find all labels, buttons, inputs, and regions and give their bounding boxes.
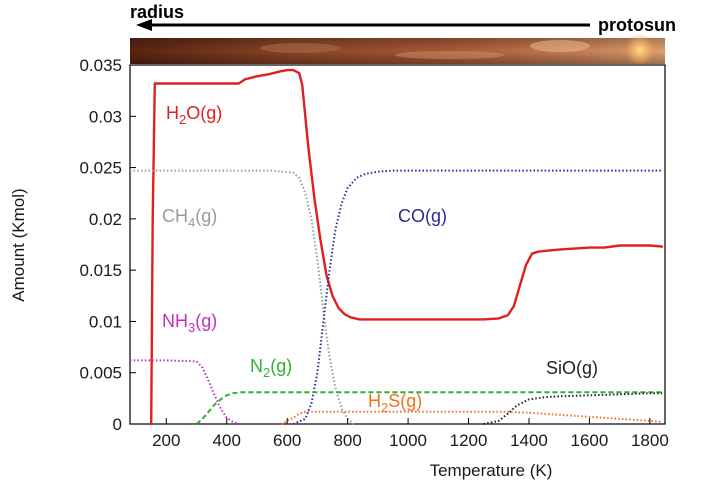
y-tick-label: 0.035 <box>79 56 122 75</box>
x-tick-label: 200 <box>152 431 180 450</box>
series-label-tail: S(g) <box>388 391 422 411</box>
series-line-n2g <box>195 391 662 425</box>
series-label-subscript: 2 <box>381 400 388 415</box>
series-label-text: H <box>166 103 179 123</box>
x-tick-label: 1600 <box>571 431 609 450</box>
series-label-tail: (g) <box>195 206 217 226</box>
series-label-cog: CO(g) <box>398 206 447 226</box>
series-line-nh3g <box>130 359 240 425</box>
y-tick-label: 0.025 <box>79 159 122 178</box>
x-axis-title: Temperature (K) <box>430 461 553 480</box>
series-label-n2g: N2(g) <box>250 356 292 380</box>
x-tick-label: 1200 <box>450 431 488 450</box>
plot-area <box>129 64 666 425</box>
y-tick-label: 0.02 <box>89 210 122 229</box>
series-label-ch4g: CH4(g) <box>162 206 217 230</box>
x-tick-label: 1000 <box>389 431 427 450</box>
series-label-text: CH <box>162 206 188 226</box>
protosun-label: protosun <box>598 15 676 35</box>
x-tick-label: 600 <box>273 431 301 450</box>
series-label-subscript: 2 <box>263 365 270 380</box>
series-label-text: N <box>250 356 263 376</box>
y-tick-label: 0.005 <box>79 364 122 383</box>
series-label-tail: O(g) <box>186 103 222 123</box>
arrow-left-icon <box>136 19 152 31</box>
series-line-siog <box>483 392 662 425</box>
radius-label: radius <box>130 2 184 22</box>
series-label-text: NH <box>162 311 188 331</box>
axis-layer: 200 400 600 800 1000 1200 1400 1600 1800 0 0.005 0.… <box>79 56 668 450</box>
series-label-subscript: 2 <box>179 112 186 127</box>
series-label-siog: SiO(g) <box>546 358 598 378</box>
y-tick-label: 0.01 <box>89 312 122 331</box>
series-label-text: CO(g) <box>398 206 447 226</box>
x-tick-label: 800 <box>333 431 361 450</box>
series-label-text: H <box>368 391 381 411</box>
x-tick-label: 1800 <box>631 431 669 450</box>
series-line-h2og <box>149 68 664 426</box>
y-tick-label: 0.015 <box>79 261 122 280</box>
y-tick-label: 0.03 <box>89 107 122 126</box>
series-label-h2sg: H2S(g) <box>368 391 422 415</box>
series-label-subscript: 4 <box>188 215 195 230</box>
x-tick-label: 1400 <box>510 431 548 450</box>
series-line-ch4g <box>130 169 355 425</box>
series-label-tail: (g) <box>270 356 292 376</box>
protoplanetary-disk-image <box>130 34 665 66</box>
series-label-tail: (g) <box>195 311 217 331</box>
series-label-text: SiO(g) <box>546 358 598 378</box>
series-label-subscript: 3 <box>188 320 195 335</box>
series-label-nh3g: NH3(g) <box>162 311 217 335</box>
y-tick-label: 0 <box>113 415 122 434</box>
x-tick-label: 400 <box>213 431 241 450</box>
series-label-h2og: H2O(g) <box>166 103 222 127</box>
label-layer: H2O(g)CH4(g) CO(g)NH3(g)N2(g)H2S(g)SiO(g) <box>162 103 598 415</box>
series-line-cog <box>292 169 662 425</box>
protosun-glow <box>624 34 656 66</box>
y-axis-title: Amount (Kmol) <box>9 188 28 301</box>
series-layer <box>130 68 664 426</box>
series-line-h2sg <box>280 410 663 425</box>
